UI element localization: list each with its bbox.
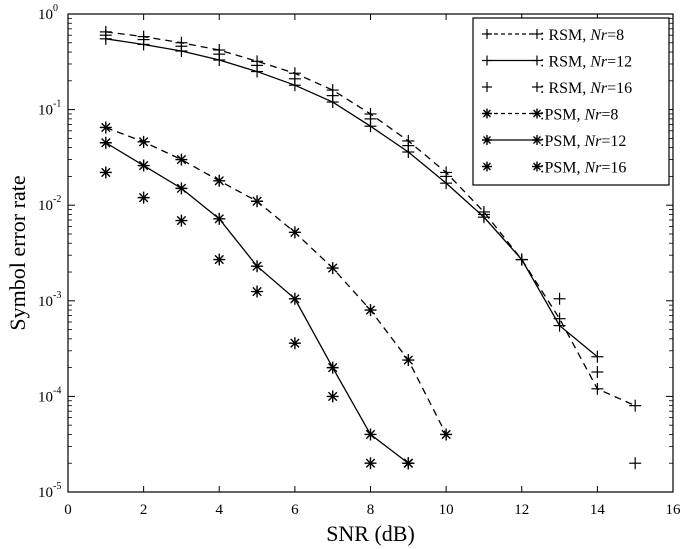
star-marker: [482, 108, 492, 119]
x-tick-label: 14: [590, 502, 606, 518]
star-marker: [137, 191, 150, 204]
star-marker: [482, 161, 492, 172]
star-marker: [175, 182, 188, 195]
star-marker: [364, 304, 377, 317]
y-tick-label: 10-2: [38, 194, 61, 214]
star-marker: [440, 428, 453, 441]
x-tick-label: 2: [140, 502, 148, 518]
star-marker: [532, 161, 542, 172]
star-marker: [288, 292, 301, 305]
y-tick-label: 10-5: [38, 481, 61, 501]
legend-box: [472, 17, 670, 186]
x-tick-label: 10: [439, 502, 454, 518]
star-marker: [251, 195, 264, 208]
star-marker: [326, 262, 339, 275]
x-axis-label: SNR (dB): [326, 521, 415, 546]
series-line-3: [105, 126, 447, 435]
star-marker: [288, 337, 301, 350]
star-marker: [137, 135, 150, 148]
x-tick-label: 4: [216, 502, 224, 518]
x-tick-label: 12: [514, 502, 529, 518]
star-marker: [326, 361, 339, 374]
y-tick-label: 10-1: [38, 99, 61, 119]
star-marker: [213, 253, 226, 266]
star-marker: [213, 212, 226, 225]
star-marker: [137, 159, 150, 172]
star-marker: [213, 174, 226, 187]
legend-label: : RSM, Nr=8: [540, 27, 624, 44]
y-tick-label: 10-3: [38, 290, 61, 310]
legend-label: :PSM, Nr=16: [540, 160, 626, 177]
star-marker: [326, 390, 339, 403]
series-line-1: [105, 38, 598, 358]
star-marker: [402, 457, 415, 470]
star-marker: [175, 153, 188, 166]
x-tick-label: 8: [367, 502, 375, 518]
legend-label: :PSM, Nr=8: [540, 107, 618, 124]
star-marker: [251, 260, 264, 273]
x-tick-label: 0: [64, 502, 72, 518]
legend-label: : RSM, Nr=12: [540, 54, 632, 71]
star-marker: [251, 285, 264, 298]
legend-label: : RSM, Nr=16: [540, 80, 632, 97]
y-axis-label: Symbol error rate: [5, 175, 30, 330]
star-marker: [99, 166, 112, 179]
series-line-4: [105, 142, 409, 464]
star-marker: [482, 135, 492, 145]
star-marker: [532, 108, 542, 119]
star-marker: [99, 121, 112, 134]
star-marker: [288, 226, 301, 239]
star-marker: [175, 214, 188, 227]
star-marker: [532, 135, 542, 145]
x-tick-label: 6: [291, 502, 299, 518]
legend-label: :PSM, Nr=12: [540, 133, 626, 150]
star-marker: [364, 428, 377, 441]
y-tick-label: 100: [38, 3, 58, 23]
y-tick-label: 10-4: [38, 385, 61, 405]
x-tick-label: 16: [666, 502, 682, 518]
star-marker: [402, 354, 415, 367]
star-marker: [364, 457, 377, 470]
star-marker: [99, 136, 112, 149]
